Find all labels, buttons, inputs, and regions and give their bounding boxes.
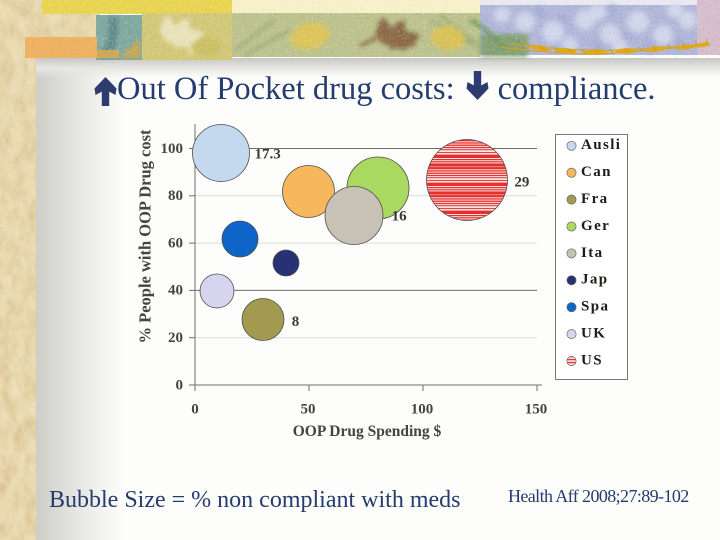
svg-text:60: 60: [168, 235, 183, 251]
svg-text:40: 40: [168, 283, 183, 299]
svg-text:Fra: Fra: [581, 191, 609, 207]
svg-text:8: 8: [292, 314, 300, 330]
svg-text:US: US: [581, 352, 603, 368]
svg-text:20: 20: [168, 330, 183, 346]
svg-text:17.3: 17.3: [255, 147, 281, 163]
svg-text:150: 150: [525, 402, 548, 418]
svg-text:Ger: Ger: [581, 218, 610, 234]
svg-text:Ausli: Ausli: [581, 137, 621, 153]
svg-text:OOP Drug Spending $: OOP Drug Spending $: [293, 423, 442, 440]
svg-text:16: 16: [392, 209, 408, 225]
svg-text:29: 29: [514, 174, 529, 190]
svg-text:80: 80: [168, 188, 183, 204]
svg-text:Ita: Ita: [581, 245, 604, 261]
svg-text:0: 0: [176, 377, 184, 393]
svg-text:UK: UK: [581, 326, 606, 342]
svg-text:Spa: Spa: [581, 299, 609, 315]
svg-text:50: 50: [301, 402, 316, 418]
svg-text:0: 0: [191, 402, 199, 418]
svg-text:100: 100: [411, 402, 434, 418]
svg-text:Jap: Jap: [581, 272, 609, 288]
svg-text:% People with OOP Drug cost: % People with OOP Drug cost: [136, 129, 155, 344]
svg-text:100: 100: [161, 141, 184, 157]
svg-text:Can: Can: [581, 164, 612, 180]
